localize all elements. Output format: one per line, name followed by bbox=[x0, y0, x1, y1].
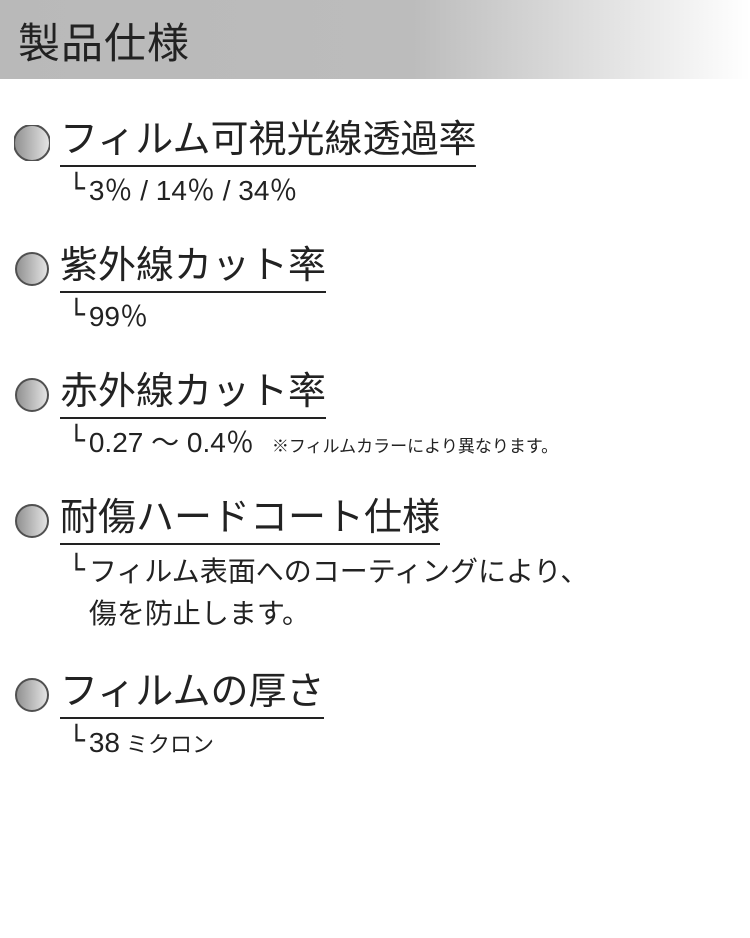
spec-value-line2: 傷を防止します。 bbox=[89, 593, 589, 635]
spec-item: 赤外線カット率 └ 0.27 ～ 0.4％ ※フィルムカラーにより異なります。 bbox=[14, 371, 736, 461]
spec-note: ※フィルムカラーにより異なります。 bbox=[272, 432, 558, 457]
bullet-icon bbox=[14, 503, 50, 539]
spec-value: 38 bbox=[89, 725, 120, 761]
spec-body: フィルム可視光線透過率 └ 3％ / 14％ / 34％ bbox=[60, 119, 736, 209]
spec-label: フィルムの厚さ bbox=[60, 671, 324, 719]
spec-value: 0.27 ～ 0.4％ bbox=[89, 425, 254, 461]
spec-label: 紫外線カット率 bbox=[60, 245, 326, 293]
spec-label: フィルム可視光線透過率 bbox=[60, 119, 476, 167]
bullet-icon bbox=[14, 125, 50, 161]
spec-unit: ミクロン bbox=[126, 731, 214, 760]
bullet-icon bbox=[14, 677, 50, 713]
spec-body: フィルムの厚さ └ 38 ミクロン bbox=[60, 671, 736, 761]
corner-icon: └ bbox=[68, 301, 85, 329]
spec-label: 赤外線カット率 bbox=[60, 371, 326, 419]
bullet-icon bbox=[14, 251, 50, 287]
spec-item: フィルム可視光線透過率 └ 3％ / 14％ / 34％ bbox=[14, 119, 736, 209]
spec-value-row: └ フィルム表面へのコーティングにより、 傷を防止します。 bbox=[60, 551, 736, 635]
spec-value: フィルム表面へのコーティングにより、 傷を防止します。 bbox=[89, 551, 589, 635]
spec-body: 耐傷ハードコート仕様 └ フィルム表面へのコーティングにより、 傷を防止します。 bbox=[60, 497, 736, 635]
spec-value: 99％ bbox=[89, 299, 148, 335]
header-bar: 製品仕様 bbox=[0, 0, 750, 79]
spec-item: 耐傷ハードコート仕様 └ フィルム表面へのコーティングにより、 傷を防止します。 bbox=[14, 497, 736, 635]
spec-body: 赤外線カット率 └ 0.27 ～ 0.4％ ※フィルムカラーにより異なります。 bbox=[60, 371, 736, 461]
spec-body: 紫外線カット率 └ 99％ bbox=[60, 245, 736, 335]
spec-value-row: └ 38 ミクロン bbox=[60, 725, 736, 761]
spec-value-row: └ 3％ / 14％ / 34％ bbox=[60, 173, 736, 209]
bullet-icon bbox=[14, 377, 50, 413]
spec-item: フィルムの厚さ └ 38 ミクロン bbox=[14, 671, 736, 761]
corner-icon: └ bbox=[68, 727, 85, 755]
spec-value-line1: フィルム表面へのコーティングにより、 bbox=[89, 556, 589, 587]
spec-value-row: └ 0.27 ～ 0.4％ ※フィルムカラーにより異なります。 bbox=[60, 425, 736, 461]
corner-icon: └ bbox=[68, 175, 85, 203]
spec-value: 3％ / 14％ / 34％ bbox=[89, 173, 298, 209]
spec-list: フィルム可視光線透過率 └ 3％ / 14％ / 34％ 紫外線カット率 └ 9… bbox=[0, 119, 750, 761]
spec-item: 紫外線カット率 └ 99％ bbox=[14, 245, 736, 335]
page-title: 製品仕様 bbox=[18, 10, 732, 71]
corner-icon: └ bbox=[68, 556, 85, 584]
spec-value-row: └ 99％ bbox=[60, 299, 736, 335]
spec-label: 耐傷ハードコート仕様 bbox=[60, 497, 440, 545]
corner-icon: └ bbox=[68, 427, 85, 455]
